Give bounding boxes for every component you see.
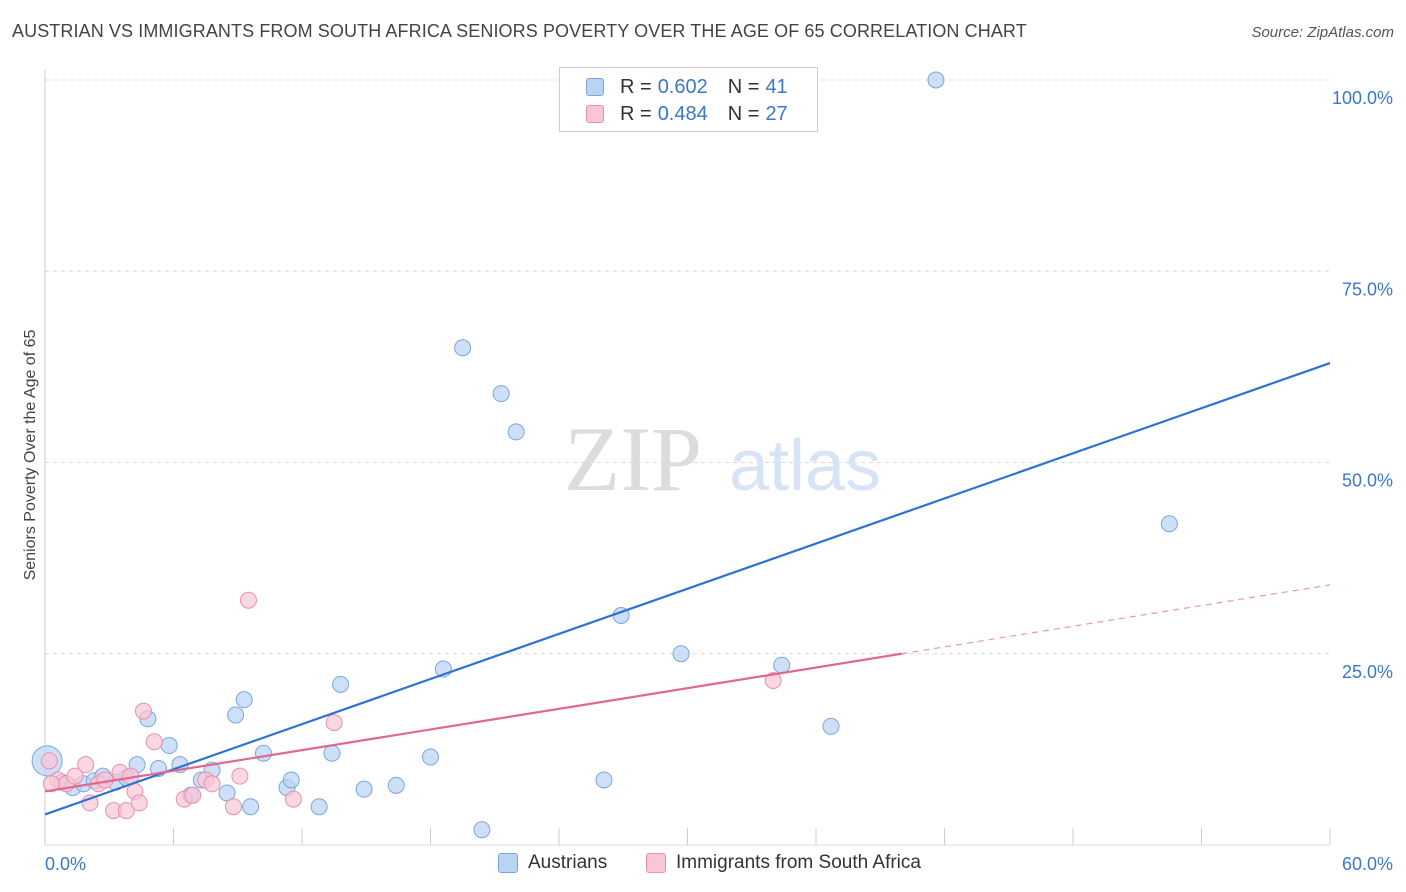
austrians-point xyxy=(927,71,945,89)
south-africa-point xyxy=(77,756,95,774)
legend-item-austrians[interactable]: Austrians xyxy=(498,852,607,874)
south-africa-point xyxy=(231,767,249,785)
legend-n-value: 41 xyxy=(765,75,788,98)
austrians-point xyxy=(492,385,510,403)
austrians-point xyxy=(323,744,341,762)
south-africa-point xyxy=(40,752,58,770)
watermark-zip: ZIP xyxy=(564,408,702,510)
austrians-point xyxy=(422,748,439,766)
legend-row-austrians: R = 0.602 N = 41 xyxy=(586,75,788,99)
south-africa-trend-extension xyxy=(901,584,1331,655)
south-africa-point xyxy=(284,790,302,808)
austrians-point xyxy=(355,780,373,798)
legend-r-value: 0.602 xyxy=(657,75,708,98)
y-tick-label: 25.0% xyxy=(1342,662,1393,682)
x-tick-label: 0.0% xyxy=(45,854,86,874)
austrians-trend-line xyxy=(44,362,1331,816)
south-africa-point xyxy=(42,775,60,793)
legend-n-label: N = xyxy=(727,75,760,98)
austrians-point xyxy=(235,691,253,709)
south-africa-point xyxy=(239,591,257,609)
y-tick-label: 100.0% xyxy=(1332,88,1393,108)
x-tick-label: 60.0% xyxy=(1342,854,1393,874)
legend-label-austrians: Austrians xyxy=(528,852,608,873)
south-africa-point xyxy=(135,702,153,720)
source-credit: Source: ZipAtlas.com xyxy=(1251,24,1394,41)
austrians-point xyxy=(160,737,178,755)
watermark-atlas: atlas xyxy=(729,426,881,506)
austrians-point xyxy=(672,645,690,663)
austrians-point xyxy=(227,706,245,724)
austrians-point xyxy=(242,798,260,816)
austrians-point xyxy=(773,656,791,674)
legend-r-label: R = xyxy=(620,102,652,125)
series-legend: Austrians Immigrants from South Africa xyxy=(0,852,1406,876)
y-tick-label: 50.0% xyxy=(1342,471,1393,491)
legend-item-south-africa[interactable]: Immigrants from South Africa xyxy=(646,852,921,874)
austrians-point xyxy=(254,744,272,762)
south-africa-point xyxy=(130,794,148,812)
austrians-point xyxy=(218,784,236,802)
austrians-point xyxy=(473,821,491,839)
legend-n-value: 27 xyxy=(765,102,788,125)
legend-swatch-blue xyxy=(586,78,604,96)
legend-swatch-blue xyxy=(498,853,518,873)
south-africa-point xyxy=(203,775,221,793)
austrians-point xyxy=(310,798,328,816)
austrians-point xyxy=(332,675,350,693)
austrians-point xyxy=(282,771,300,789)
legend-label-south-africa: Immigrants from South Africa xyxy=(676,852,921,873)
south-africa-point xyxy=(764,672,782,690)
legend-swatch-pink xyxy=(646,853,666,873)
chart-title: AUSTRIAN VS IMMIGRANTS FROM SOUTH AFRICA… xyxy=(12,21,1027,41)
austrians-point xyxy=(822,717,840,735)
south-africa-point xyxy=(117,802,135,820)
austrians-point xyxy=(595,771,613,789)
correlation-legend: R = 0.602 N = 41 R = 0.484 N = 27 xyxy=(559,67,818,132)
south-africa-point xyxy=(145,733,163,751)
south-africa-point xyxy=(325,714,343,732)
legend-n-label: N = xyxy=(727,102,760,125)
legend-swatch-pink xyxy=(586,105,604,123)
legend-row-south-africa: R = 0.484 N = 27 xyxy=(586,102,788,126)
south-africa-trend-line xyxy=(44,652,902,793)
austrians-point xyxy=(387,776,405,794)
austrians-point xyxy=(1160,515,1178,533)
south-africa-point xyxy=(184,786,202,804)
legend-r-label: R = xyxy=(620,75,652,98)
austrians-point xyxy=(507,423,525,441)
legend-r-value: 0.484 xyxy=(657,102,708,125)
south-africa-point xyxy=(66,767,84,785)
austrians-point xyxy=(454,339,472,357)
y-tick-label: 75.0% xyxy=(1342,279,1393,299)
south-africa-point xyxy=(224,798,242,816)
